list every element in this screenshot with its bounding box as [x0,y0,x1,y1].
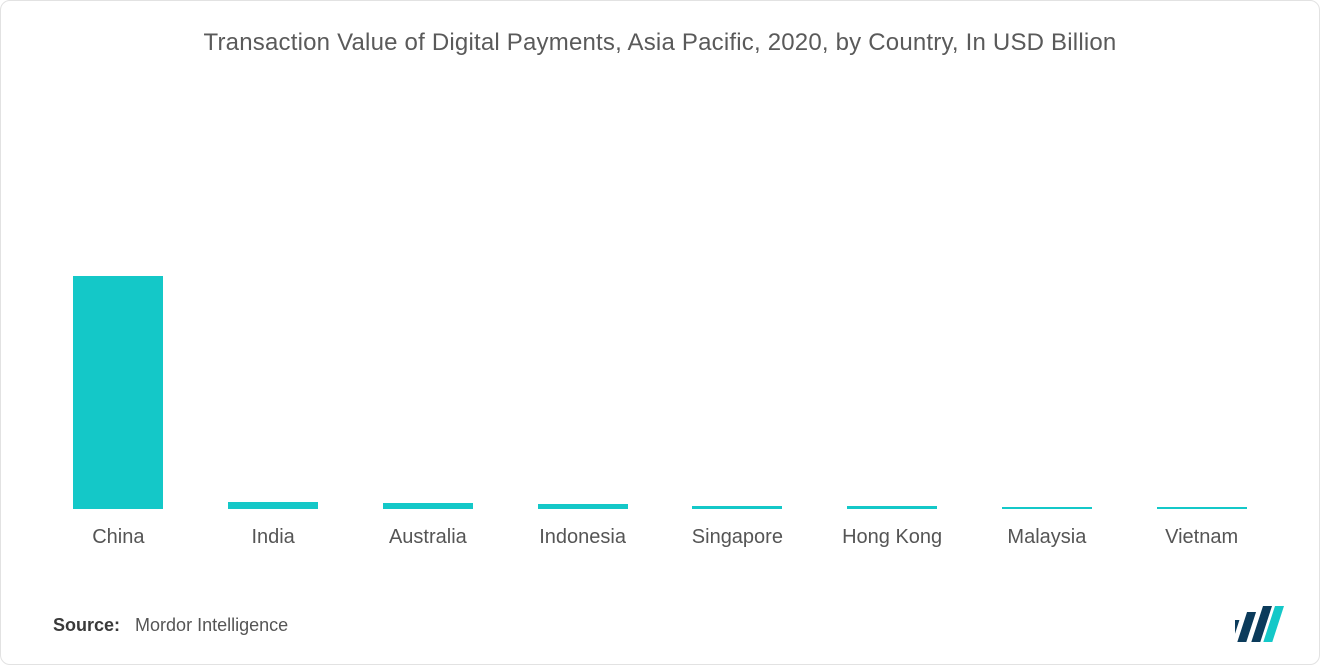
source-text: Mordor Intelligence [135,615,288,635]
x-axis-label: China [41,526,196,549]
x-axis-label: Vietnam [1124,526,1279,549]
bar-slot [815,101,970,509]
bar-slot [505,101,660,509]
source-label: Source: [53,615,120,635]
bar-slot [1124,101,1279,509]
bar [692,506,782,509]
x-axis-label: Malaysia [970,526,1125,549]
source-line: Source: Mordor Intelligence [53,615,288,636]
bar-slot [970,101,1125,509]
bar [228,502,318,509]
x-axis-label: Australia [351,526,506,549]
x-axis-label: Indonesia [505,526,660,549]
bar [1002,507,1092,509]
brand-logo-icon [1235,606,1287,642]
bar [73,276,163,509]
x-axis-label: Singapore [660,526,815,549]
bar-slot [41,101,196,509]
bar-slot [196,101,351,509]
bar-slot [660,101,815,509]
x-axis-label: India [196,526,351,549]
plot-area [41,101,1279,509]
chart-frame: Transaction Value of Digital Payments, A… [0,0,1320,665]
bar [847,506,937,509]
bars-container [41,101,1279,509]
bar [538,504,628,509]
x-axis-label: Hong Kong [815,526,970,549]
bar [1157,507,1247,509]
x-axis-labels: ChinaIndiaAustraliaIndonesiaSingaporeHon… [41,526,1279,549]
chart-title: Transaction Value of Digital Payments, A… [1,29,1319,57]
bar-slot [351,101,506,509]
bar [383,503,473,509]
